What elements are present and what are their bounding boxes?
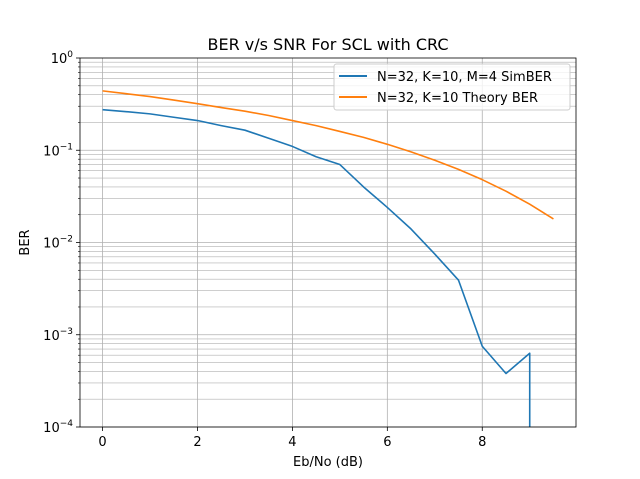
series-line-2 xyxy=(102,90,554,220)
x-tick-label: 4 xyxy=(288,435,296,450)
series-lines xyxy=(102,90,554,427)
series-line-1 xyxy=(102,108,531,427)
y-tick-label: 100 xyxy=(51,50,74,67)
y-tick-label: 10−2 xyxy=(43,235,73,252)
chart-title: BER v/s SNR For SCL with CRC xyxy=(207,35,448,54)
y-tick-label: 10−4 xyxy=(43,419,73,436)
legend-box xyxy=(333,63,571,111)
x-axis-title: Eb/No (dB) xyxy=(293,455,363,470)
y-axis-title: BER xyxy=(18,229,33,255)
legend-label-1: N=32, K=10, M=4 SimBER xyxy=(377,70,552,85)
x-tick-label: 0 xyxy=(98,435,106,450)
axis-ticks: 0 2 4 6 8 10−4 10−3 10−2 10−1 100 xyxy=(43,50,486,450)
legend-label-2: N=32, K=10 Theory BER xyxy=(377,91,538,106)
x-tick-label: 2 xyxy=(193,435,201,450)
x-tick-label: 8 xyxy=(478,435,486,450)
y-tick-label: 10−1 xyxy=(43,142,73,159)
x-tick-label: 6 xyxy=(383,435,391,450)
legend: N=32, K=10, M=4 SimBER N=32, K=10 Theory … xyxy=(333,63,571,111)
y-tick-label: 10−3 xyxy=(43,327,73,344)
